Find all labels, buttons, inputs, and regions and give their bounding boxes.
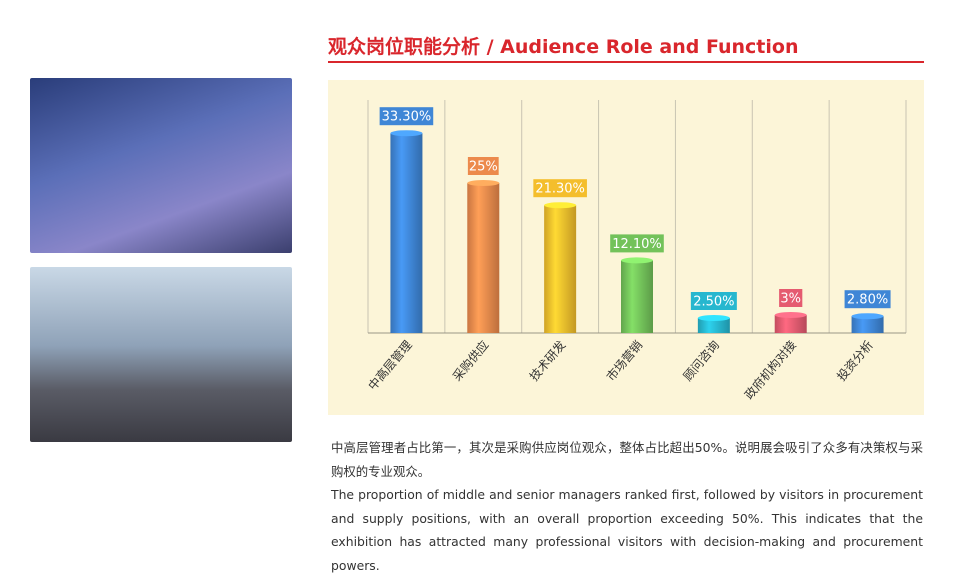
value-label-box [379, 107, 434, 126]
bar [851, 316, 884, 333]
value-label: 21.30% [535, 182, 585, 197]
bar-cap [774, 312, 807, 318]
title-rule [328, 61, 924, 63]
value-label-box [533, 179, 587, 198]
chart-background [328, 80, 924, 415]
photo-crowd [30, 267, 292, 442]
bar-cap [390, 130, 423, 137]
x-tick-label: 政府机构对接 [741, 337, 799, 402]
section-title: 观众岗位职能分析 / Audience Role and Function [328, 36, 799, 58]
x-tick-label: 顾问咨询 [680, 337, 722, 383]
body-text: 中高层管理者占比第一，其次是采购供应岗位观众，整体占比超出50%。说明展会吸引了… [331, 436, 923, 577]
x-tick-label: 市场营销 [603, 337, 645, 383]
paragraph-cn: 中高层管理者占比第一，其次是采购供应岗位观众，整体占比超出50%。说明展会吸引了… [331, 440, 923, 479]
bar-cap [467, 180, 500, 186]
bar [774, 315, 807, 333]
x-tick-label: 采购供应 [449, 337, 491, 383]
value-label: 3% [780, 292, 801, 307]
x-tick-label: 中高层管理 [365, 337, 415, 393]
value-label: 33.30% [382, 110, 432, 125]
x-tick-label: 技术研发 [526, 337, 568, 383]
bar-cap [621, 257, 653, 264]
bar-cap [697, 315, 730, 321]
value-label: 12.10% [612, 237, 662, 252]
x-tick-label: 投资分析 [834, 337, 876, 383]
value-label-box [779, 289, 803, 307]
bar [697, 318, 730, 333]
bar-cap [544, 202, 577, 209]
value-label: 2.80% [847, 293, 888, 308]
value-label-box [844, 290, 891, 309]
bar [390, 133, 423, 333]
value-label-box [690, 292, 737, 310]
paragraph-en: The proportion of middle and senior mana… [331, 487, 923, 573]
bar-cap [851, 313, 884, 320]
value-label: 25% [469, 160, 498, 175]
value-label-box [610, 234, 664, 253]
bar [621, 260, 653, 333]
bar [544, 205, 577, 333]
value-label: 2.50% [693, 295, 734, 310]
photo-booth [30, 78, 292, 253]
bar [467, 183, 500, 333]
value-label-box [467, 157, 499, 175]
